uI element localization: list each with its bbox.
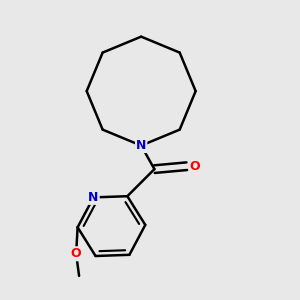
Text: O: O: [190, 160, 200, 173]
Text: N: N: [88, 191, 99, 204]
Text: O: O: [71, 247, 82, 260]
Text: N: N: [136, 139, 146, 152]
